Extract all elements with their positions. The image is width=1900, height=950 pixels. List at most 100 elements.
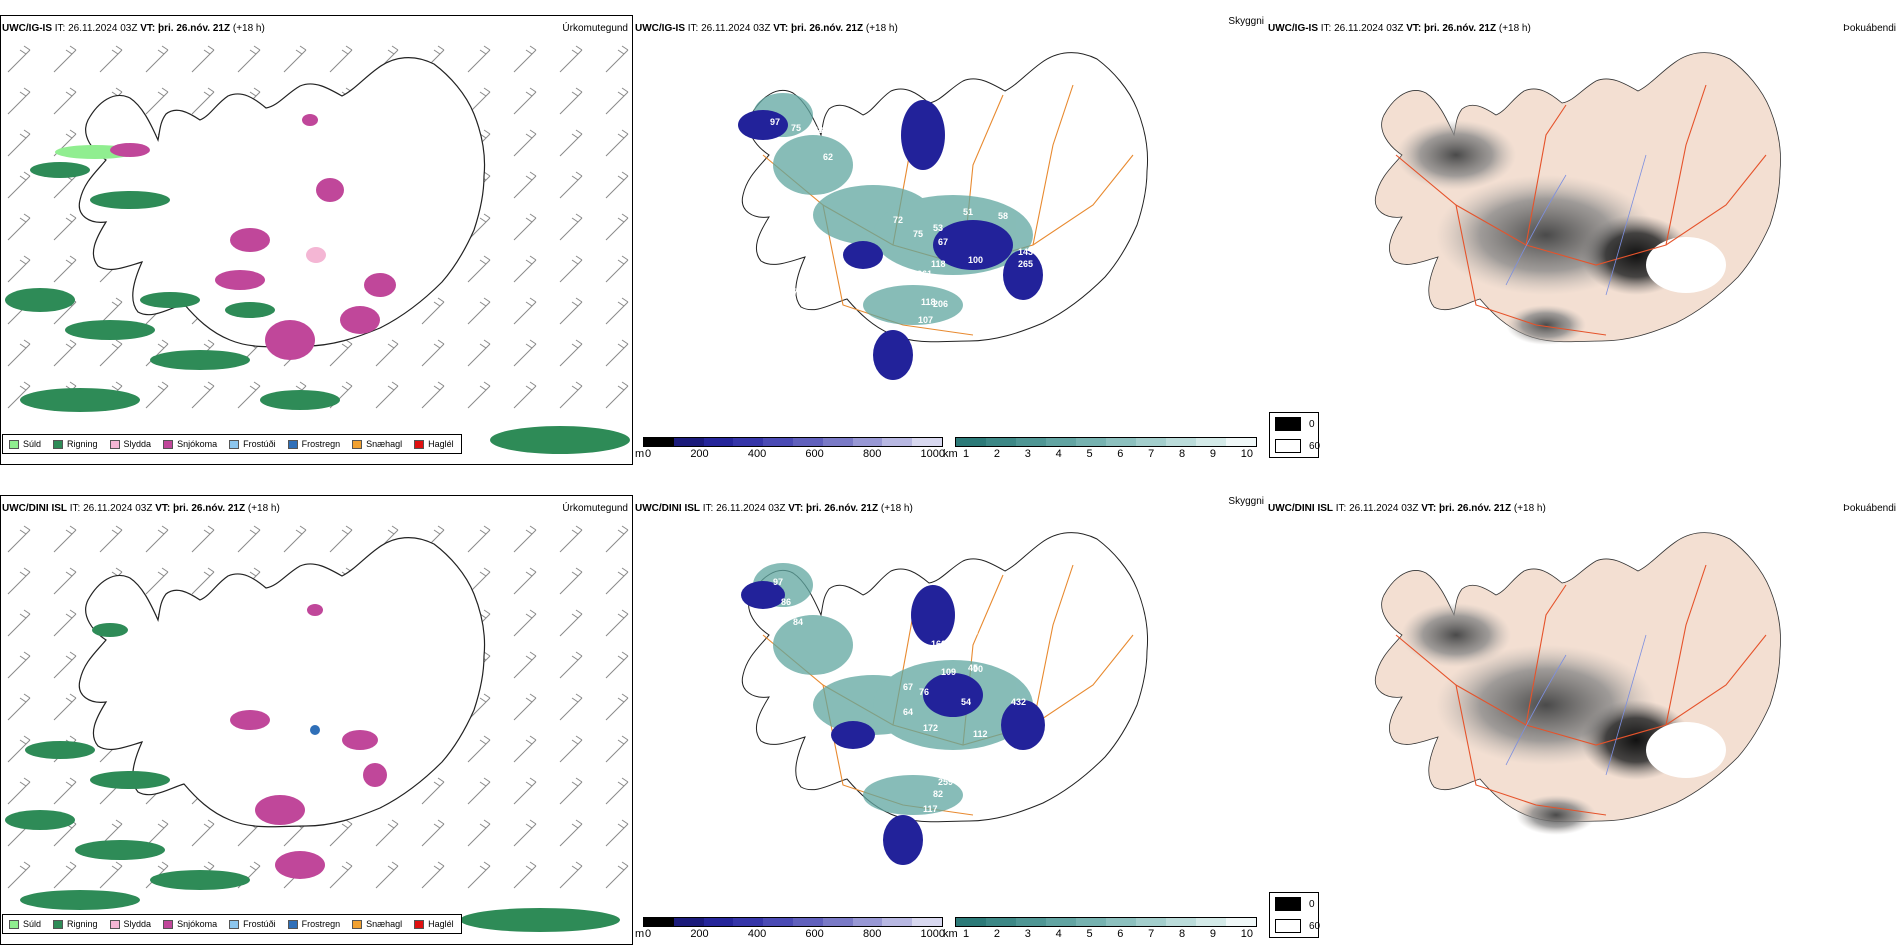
cbar-segment xyxy=(703,918,734,926)
visibility-m-colorbar xyxy=(643,917,943,927)
visibility-value-label: 213 xyxy=(963,627,978,637)
panel-header: UWC/DINI ISL IT: 26.11.2024 03Z VT: þri.… xyxy=(635,503,913,514)
tick-label: 5 xyxy=(1086,928,1093,940)
model-name: UWC/DINI ISL xyxy=(1268,503,1333,514)
cbar-segment xyxy=(882,918,913,926)
legend-label: Snæhagl xyxy=(366,919,403,929)
fog-swatch xyxy=(1275,439,1301,453)
vt-label: VT: xyxy=(1421,503,1437,514)
legend-swatch xyxy=(53,919,64,929)
model-name: UWC/IG-IS xyxy=(2,23,52,34)
precip-map xyxy=(1,520,632,932)
it-label: IT: xyxy=(69,503,81,514)
rivers xyxy=(1505,154,1647,296)
visibility-value-label: 64 xyxy=(903,707,913,717)
fog-legend: 0 60 xyxy=(1269,412,1320,458)
visibility-value-label: 361 xyxy=(917,269,932,279)
visibility-value-label: 62 xyxy=(823,152,833,162)
tick-label: 9 xyxy=(1209,928,1216,940)
tick-label: 7 xyxy=(1148,448,1155,460)
tick-label: 2 xyxy=(993,928,1000,940)
legend-item: Frostregn xyxy=(287,919,340,929)
visibility-m-ticks: 0 200 400 600 800 1000 xyxy=(645,448,945,460)
fog-index-map xyxy=(1374,52,1782,345)
visibility-panel: UWC/IG-IS IT: 26.11.2024 03Z VT: þri. 26… xyxy=(633,0,1266,465)
cbar-segment xyxy=(1166,918,1196,926)
fog-legend: 0 60 xyxy=(1269,892,1320,938)
lead-time: (+18 h) xyxy=(880,503,913,514)
cbar-segment xyxy=(1166,438,1196,446)
lead-time: (+18 h) xyxy=(1513,503,1546,514)
visibility-value-label: 72 xyxy=(893,215,903,225)
visibility-value-label: 97 xyxy=(773,577,783,587)
cbar-segment xyxy=(822,918,853,926)
legend-label: Frostúði xyxy=(243,439,276,449)
it-value: 26.11.2024 03Z xyxy=(716,503,786,514)
tick-label: 10 xyxy=(1240,928,1253,940)
vt-label: VT: xyxy=(155,503,171,514)
lead-time: (+18 h) xyxy=(247,503,280,514)
visibility-value-label: 45 xyxy=(968,663,978,673)
vt-value: þri. 26.nóv. 21Z xyxy=(173,503,246,514)
legend-swatch xyxy=(352,439,363,449)
cbar-segment xyxy=(763,918,793,926)
cbar-segment xyxy=(1076,918,1106,926)
legend-swatch xyxy=(9,439,19,449)
fog-area xyxy=(1516,795,1596,835)
vt-label: VT: xyxy=(140,23,156,34)
legend-swatch xyxy=(287,439,298,449)
cbar-segment xyxy=(792,438,823,446)
tick-label: 10 xyxy=(1240,448,1253,460)
cbar-segment xyxy=(1136,918,1166,926)
tick-label: 5 xyxy=(1086,448,1093,460)
tick-label: 6 xyxy=(1117,928,1124,940)
vt-value: þri. 26.nóv. 21Z xyxy=(806,503,879,514)
it-label: IT: xyxy=(1320,23,1332,34)
visibility-value-label: 67 xyxy=(903,682,913,692)
legend-item: Frostúði xyxy=(229,919,276,929)
model-name: UWC/IG-IS xyxy=(635,23,685,34)
legend-item: Snæhagl xyxy=(352,439,402,449)
model-name: UWC/DINI ISL xyxy=(635,503,700,514)
vt-value: þri. 26.nóv. 21Z xyxy=(158,23,231,34)
visibility-value-label: 196 xyxy=(918,175,933,185)
panel-frame xyxy=(0,15,633,465)
cbar-segment xyxy=(673,918,704,926)
legend-item: Frostúði xyxy=(229,439,276,449)
tick-label: 400 xyxy=(747,448,767,460)
visibility-m-unit: m xyxy=(635,928,645,940)
visibility-dark xyxy=(741,581,1045,865)
cbar-segment xyxy=(956,438,986,446)
legend-swatch xyxy=(414,919,425,929)
legend-item: Haglél xyxy=(414,439,454,449)
fog-area xyxy=(1506,305,1586,345)
visibility-value-label: 107 xyxy=(918,315,933,325)
it-value: 26.11.2024 03Z xyxy=(1334,23,1404,34)
visibility-value-label: 53 xyxy=(933,223,943,233)
legend-label: Snjókoma xyxy=(177,439,218,449)
cbar-segment xyxy=(912,918,942,926)
visibility-value-label: 63 xyxy=(928,332,938,342)
visibility-value-label: 90 xyxy=(973,664,983,674)
visibility-km-colorbar xyxy=(955,437,1257,447)
tick-label: 400 xyxy=(747,928,767,940)
visibility-teal xyxy=(753,563,1033,815)
visibility-value-label: 88 xyxy=(813,125,823,135)
tick-label: 1000 xyxy=(920,448,945,460)
panel-header: UWC/DINI ISL IT: 26.11.2024 03Z VT: þri.… xyxy=(1268,503,1546,514)
legend-swatch xyxy=(109,919,120,929)
visibility-value-label: 117 xyxy=(923,804,938,814)
tick-label: 8 xyxy=(1179,448,1186,460)
visibility-value-label: 172 xyxy=(923,723,938,733)
it-label: IT: xyxy=(54,23,66,34)
visibility-value-label: 86 xyxy=(781,597,791,607)
vt-label: VT: xyxy=(773,23,789,34)
cbar-segment xyxy=(703,438,734,446)
it-value: 26.11.2024 03Z xyxy=(701,23,771,34)
cbar-segment xyxy=(1016,438,1046,446)
visibility-value-label: 51 xyxy=(963,207,973,217)
visibility-km-unit: km xyxy=(943,448,958,460)
cbar-segment xyxy=(763,438,793,446)
panel-header: UWC/IG-IS IT: 26.11.2024 03Z VT: þri. 26… xyxy=(2,23,265,34)
legend-label: Snæhagl xyxy=(366,439,403,449)
